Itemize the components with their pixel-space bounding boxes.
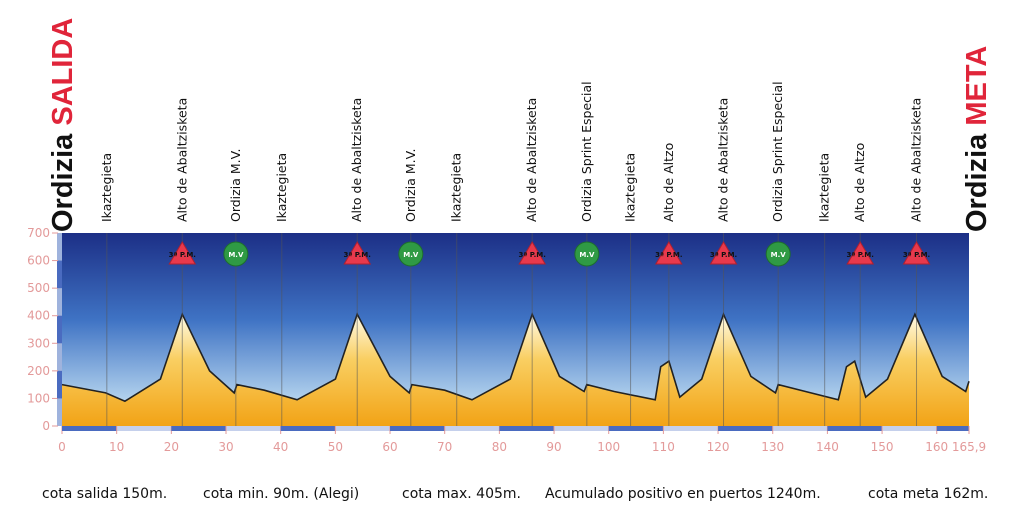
x-tick-label: 110	[652, 440, 675, 454]
y-tick-label: 200	[27, 364, 50, 378]
checkpoint-label: Ikaztegieta	[817, 153, 832, 222]
x-axis-block	[499, 426, 555, 431]
checkpoint-label: Alto de Abaltzisketa	[716, 98, 731, 222]
end-place: Ordizia	[961, 133, 993, 232]
checkpoint-label: Alto de Abaltzisketa	[349, 98, 364, 222]
badge-text: 3ª P.M.	[710, 251, 737, 259]
checkpoint-label: Ordizia M.V.	[403, 148, 418, 222]
badge-text: M.V	[771, 251, 787, 259]
x-tick-label: 165,9	[952, 440, 986, 454]
y-axis-block	[57, 370, 62, 399]
x-tick-label: 0	[58, 440, 66, 454]
checkpoint-label: Ikaztegieta	[623, 153, 638, 222]
y-tick-label: 600	[27, 254, 50, 268]
x-tick-label: 60	[382, 440, 397, 454]
badge-text: 3ª P.M.	[518, 251, 545, 259]
end-title: Ordizia META	[961, 46, 993, 232]
checkpoint-label: Ordizia Sprint Especial	[579, 81, 594, 222]
x-axis-block	[936, 426, 969, 431]
y-tick-label: 500	[27, 281, 50, 295]
note: cota salida 150m.	[42, 486, 167, 502]
checkpoint-label: Ikaztegieta	[274, 153, 289, 222]
badge-sprint	[223, 241, 249, 267]
x-tick-label: 40	[273, 440, 288, 454]
x-tick-label: 150	[871, 440, 894, 454]
checkpoint-label: Ikaztegieta	[449, 153, 464, 222]
x-tick-label: 100	[597, 440, 620, 454]
badge-mountain	[343, 241, 372, 265]
x-axis-block	[608, 426, 664, 431]
x-axis-block	[280, 426, 336, 431]
x-tick-label: 70	[437, 440, 452, 454]
badge-mountain	[168, 241, 197, 265]
badge-text: 3ª P.M.	[344, 251, 371, 259]
note: Acumulado positivo en puertos 1240m.	[545, 486, 821, 502]
x-axis-block	[827, 426, 883, 431]
badge-text: M.V	[403, 251, 419, 259]
start-place: Ordizia	[47, 133, 79, 232]
badge-sprint	[574, 241, 600, 267]
y-tick-label: 700	[27, 226, 50, 240]
x-tick-label: 30	[218, 440, 233, 454]
x-tick-label: 10	[109, 440, 124, 454]
x-tick-label: 130	[761, 440, 784, 454]
note: cota min. 90m. (Alegi)	[203, 486, 359, 502]
badge-mountain	[518, 241, 547, 265]
start-title: Ordizia SALIDA	[47, 18, 79, 232]
checkpoint-label: Alto de Abaltzisketa	[909, 98, 924, 222]
y-tick-label: 100	[27, 391, 50, 405]
checkpoint-label: Alto de Altzo	[661, 143, 676, 222]
start-label: SALIDA	[47, 18, 79, 126]
badge-sprint	[398, 241, 424, 267]
y-axis-block	[57, 260, 62, 289]
badge-mountain	[654, 241, 683, 265]
badge-mountain	[902, 241, 931, 265]
x-axis-block	[171, 426, 227, 431]
note: cota meta 162m.	[868, 486, 988, 502]
x-tick-label: 90	[546, 440, 561, 454]
badge-text: 3ª P.M.	[847, 251, 874, 259]
checkpoint-label: Alto de Abaltzisketa	[524, 98, 539, 222]
badge-mountain	[846, 241, 875, 265]
y-tick-label: 300	[27, 336, 50, 350]
checkpoint-label: Alto de Abaltzisketa	[174, 98, 189, 222]
note: cota max. 405m.	[402, 486, 521, 502]
y-axis-block	[57, 315, 62, 344]
badge-mountain	[709, 241, 738, 265]
badge-text: 3ª P.M.	[655, 251, 682, 259]
y-tick-label: 0	[42, 419, 50, 433]
x-axis-block	[62, 426, 117, 431]
profile-line	[61, 312, 970, 403]
x-axis-block	[718, 426, 773, 431]
badge-text: M.V	[579, 251, 595, 259]
checkpoint-label: Ordizia M.V.	[228, 148, 243, 222]
x-tick-label: 120	[707, 440, 730, 454]
checkpoint-label: Ikaztegieta	[99, 153, 114, 222]
x-tick-label: 160	[925, 440, 948, 454]
x-axis-block	[390, 426, 445, 431]
badge-text: M.V	[228, 251, 244, 259]
x-tick-label: 50	[328, 440, 343, 454]
badge-sprint	[765, 241, 791, 267]
x-tick-label: 20	[164, 440, 179, 454]
x-tick-label: 80	[492, 440, 507, 454]
end-label: META	[961, 46, 993, 126]
x-tick-label: 140	[816, 440, 839, 454]
badge-text: 3ª P.M.	[169, 251, 196, 259]
y-tick-label: 400	[27, 309, 50, 323]
badge-text: 3ª P.M.	[903, 251, 930, 259]
checkpoint-label: Ordizia Sprint Especial	[770, 81, 785, 222]
notes: cota salida 150m. cota min. 90m. (Alegi) c…	[42, 486, 988, 502]
checkpoint-label: Alto de Altzo	[852, 143, 867, 222]
